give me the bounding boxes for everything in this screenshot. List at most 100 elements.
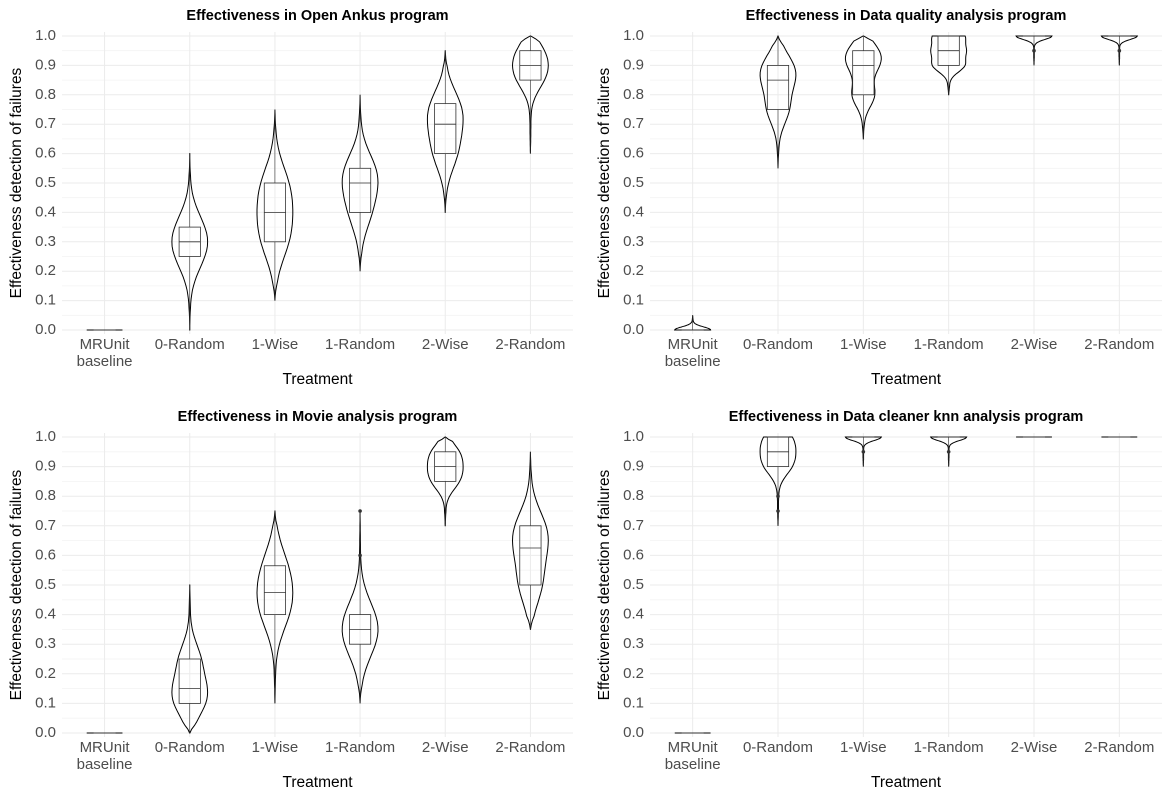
x-tick-label-box: MRUnit baseline <box>76 739 133 773</box>
y-tick-label: 0.9 <box>35 458 56 475</box>
x-tick-label: 0-Random <box>742 336 814 353</box>
outlier <box>1032 48 1036 53</box>
y-tick-label: 0.5 <box>623 174 644 191</box>
x-tick-label: 2-Random <box>495 739 566 756</box>
x-tick-label-box: MRUnit baseline <box>664 739 721 773</box>
x-tick-label-box: 1-Wise <box>251 336 299 353</box>
x-tick-label: 0-Random <box>742 739 814 756</box>
x-axis-label: Treatment <box>871 371 942 388</box>
x-tick-label-box: 1-Wise <box>252 739 299 756</box>
chart-title: Effectiveness in Data quality analysis p… <box>746 8 1067 24</box>
x-tick-label: 1-Random <box>325 336 396 353</box>
y-tick-label: 0.8 <box>623 86 644 103</box>
x-tick-label-box: 2-Random <box>1084 336 1155 353</box>
y-tick-label: 0.3 <box>623 233 644 250</box>
y-tick-label: 0.8 <box>35 86 56 103</box>
y-tick-label: 0.6 <box>35 145 56 162</box>
outlier <box>861 450 866 454</box>
x-tick-label: 2-Wise <box>421 336 469 353</box>
outlier <box>776 494 780 499</box>
y-tick-label: 0.7 <box>35 517 56 534</box>
x-tick-label: 1-Random <box>325 739 396 756</box>
y-tick-label: 0.2 <box>35 262 56 279</box>
chart-title: Effectiveness in Movie analysis program <box>178 409 458 425</box>
x-tick-label-box: 2-Wise <box>1010 336 1058 353</box>
y-tick-label: 0.0 <box>623 724 644 741</box>
x-tick-label: 2-Random <box>1084 336 1155 353</box>
y-tick-label: 0.5 <box>35 174 56 191</box>
x-tick-label-box: MRUnit baseline <box>76 336 133 370</box>
y-tick-label: 0.0 <box>35 724 56 741</box>
y-tick-label: 0.4 <box>623 606 644 623</box>
x-tick-label: 2-Wise <box>421 739 469 756</box>
x-tick-label: 2-Wise <box>1010 336 1058 353</box>
chart-title: Effectiveness in Data cleaner knn analys… <box>729 409 1084 425</box>
x-tick-label: 0-Random <box>154 739 225 756</box>
x-tick-label-box: 0-Random <box>742 739 814 756</box>
box <box>263 565 286 616</box>
x-tick-label-box: 1-Wise <box>840 739 887 756</box>
y-tick-label: 0.5 <box>623 576 644 593</box>
outlier <box>358 553 362 558</box>
y-tick-label: 0.0 <box>35 321 56 338</box>
y-axis-label: Effectiveness detection of failures <box>596 67 613 298</box>
outlier <box>1117 48 1122 53</box>
y-tick-label: 0.5 <box>35 576 56 593</box>
x-tick-label-box: 1-Random <box>325 739 396 756</box>
y-tick-label: 0.0 <box>623 321 644 338</box>
box <box>852 50 875 96</box>
y-tick-label: 0.9 <box>623 458 644 475</box>
x-tick-label: MRUnit baseline <box>664 739 721 773</box>
y-axis-label: Effectiveness detection of failures <box>8 469 25 700</box>
y-tick-label: 0.3 <box>623 635 644 652</box>
x-tick-label: 0-Random <box>154 336 225 353</box>
x-tick-label-box: 1-Wise <box>839 336 887 353</box>
box <box>349 167 372 213</box>
y-tick-label: 0.1 <box>35 292 56 309</box>
y-tick-label: 0.8 <box>35 487 56 504</box>
x-tick-label: 1-Random <box>913 336 984 353</box>
x-axis-label: Treatment <box>871 774 942 791</box>
y-tick-label: 0.7 <box>35 115 56 132</box>
y-tick-label: 0.9 <box>623 56 644 73</box>
y-tick-label: 0.4 <box>623 203 644 220</box>
x-tick-label-box: 2-Wise <box>421 336 469 353</box>
x-tick-label: MRUnit baseline <box>76 336 133 370</box>
outlier <box>358 509 362 513</box>
x-tick-label-box: 2-Wise <box>421 739 469 756</box>
x-tick-label: 1-Wise <box>839 336 887 353</box>
x-tick-label-box: MRUnit baseline <box>664 336 721 370</box>
x-axis-label: Treatment <box>282 774 353 791</box>
y-tick-label: 0.6 <box>35 546 56 563</box>
outlier <box>946 450 951 454</box>
box <box>519 525 542 586</box>
x-tick-label-box: 0-Random <box>154 336 225 353</box>
y-tick-label: 0.7 <box>623 115 644 132</box>
x-tick-label: MRUnit baseline <box>664 336 721 370</box>
y-tick-label: 0.2 <box>623 262 644 279</box>
y-tick-label: 0.4 <box>35 606 56 623</box>
chart-title: Effectiveness in Open Ankus program <box>186 8 448 24</box>
y-tick-label: 1.0 <box>35 428 56 445</box>
y-tick-label: 0.1 <box>623 694 644 711</box>
y-tick-label: 1.0 <box>35 27 56 44</box>
y-tick-label: 0.1 <box>35 694 56 711</box>
y-tick-label: 0.9 <box>35 56 56 73</box>
x-tick-label: MRUnit baseline <box>76 739 133 773</box>
y-tick-label: 0.3 <box>35 233 56 250</box>
y-tick-label: 1.0 <box>623 27 644 44</box>
x-tick-label: 1-Wise <box>251 336 299 353</box>
y-tick-label: 0.2 <box>623 665 644 682</box>
x-tick-label-box: 2-Wise <box>1010 739 1058 756</box>
y-tick-label: 0.8 <box>623 487 644 504</box>
y-tick-label: 0.3 <box>35 635 56 652</box>
x-tick-label-box: 0-Random <box>154 739 225 756</box>
outlier <box>776 509 780 513</box>
x-tick-label-box: 2-Random <box>495 336 565 353</box>
y-tick-label: 0.1 <box>623 292 644 309</box>
box <box>434 103 457 155</box>
y-tick-label: 0.7 <box>623 517 644 534</box>
x-axis-label: Treatment <box>282 371 353 388</box>
x-tick-label: 2-Wise <box>1010 739 1058 756</box>
